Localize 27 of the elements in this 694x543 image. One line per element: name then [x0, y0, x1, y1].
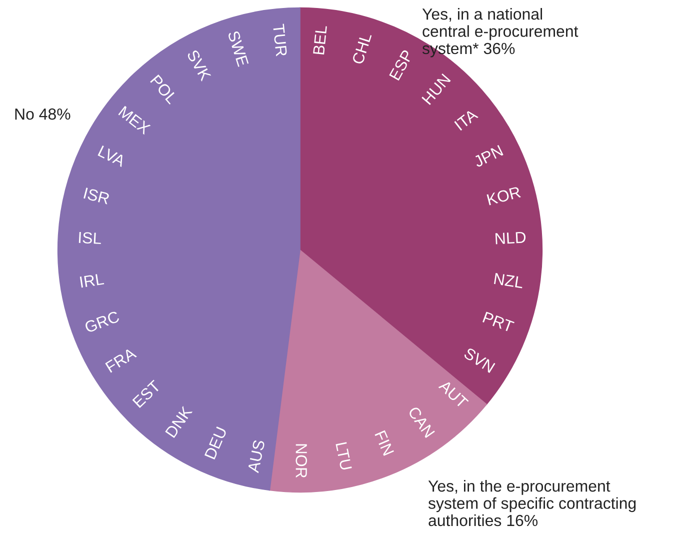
text: PRT [482, 312, 514, 332]
text: AUT [438, 379, 469, 410]
text: ISL [78, 232, 102, 244]
text: KOR [486, 186, 522, 206]
text: NLD [495, 232, 526, 244]
text: GRC [84, 310, 120, 334]
text: AUS [247, 440, 265, 474]
text: NOR [296, 444, 308, 478]
text: ITA [454, 108, 478, 131]
text: FRA [105, 347, 137, 373]
text: ISR [84, 187, 110, 204]
text: DEU [204, 426, 228, 460]
text: TUR [272, 24, 288, 56]
text: FIN [374, 430, 394, 456]
text: LVA [98, 146, 126, 168]
text: CHL [352, 32, 372, 65]
slice-label: Yes, in the e-procurement system of specific contracting authorities 16% [428, 480, 636, 526]
text: SVN [463, 347, 496, 374]
slice-label: No 48% [15, 108, 70, 120]
text: JPN [472, 144, 504, 168]
text: SVK [186, 49, 212, 82]
text: IRL [80, 273, 104, 288]
text: ESP [388, 49, 414, 81]
text: LTU [336, 442, 352, 470]
text: NZL [494, 273, 524, 288]
text: BEL [313, 25, 327, 55]
text: SWE [228, 30, 249, 67]
